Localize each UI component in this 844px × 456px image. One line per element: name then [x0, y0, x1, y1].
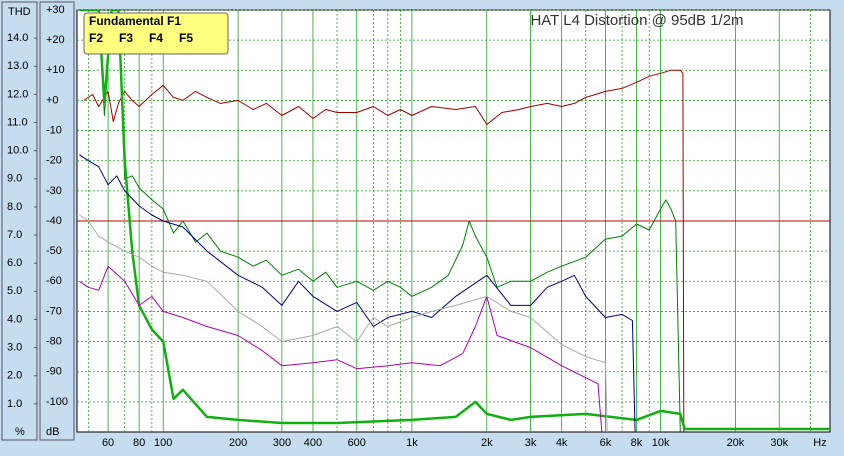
y2-tick-label: 12.0 [7, 88, 28, 100]
y2-tick-label: 4.0 [7, 313, 22, 325]
x-tick-label: 8k [631, 437, 643, 449]
y2-tick-label: 5.0 [7, 285, 22, 297]
y2-tick-label: 9.0 [7, 173, 22, 185]
y2-tick-label: 2.0 [7, 370, 22, 382]
y-axis-title: dB [46, 426, 59, 438]
chart-title: HAT L4 Distortion @ 95dB 1/2m [530, 12, 743, 29]
series-line [79, 154, 636, 432]
y-tick-label: -90 [46, 366, 62, 378]
x-tick-label: 4k [556, 437, 568, 449]
x-tick-label: 60 [102, 437, 114, 449]
y-tick-label: -70 [46, 305, 62, 317]
y-tick-label: -10 [46, 124, 62, 136]
x-unit: Hz [813, 437, 826, 449]
x-tick-label: 10k [652, 437, 670, 449]
x-tick-label: 3k [525, 437, 537, 449]
y2-axis-title: THD [8, 6, 31, 18]
series-line [79, 10, 681, 432]
y2-unit: % [15, 426, 25, 438]
db-axis-panel [39, 1, 75, 441]
x-tick-label: 100 [154, 437, 172, 449]
y-tick-label: -20 [46, 155, 62, 167]
x-tick-label: 2k [481, 437, 493, 449]
y-tick-label: +30 [46, 4, 65, 16]
y2-tick-label: 7.0 [7, 229, 22, 241]
y2-tick-label: 1.0 [7, 398, 22, 410]
y2-tick-label: 11.0 [7, 116, 28, 128]
series-line [83, 69, 685, 432]
y-tick-label: -30 [46, 185, 62, 197]
x-tick-label: 30k [770, 437, 788, 449]
y2-tick-label: 3.0 [7, 342, 22, 354]
x-tick-label: 600 [348, 437, 366, 449]
x-tick-label: 6k [600, 437, 612, 449]
y2-tick-label: 13.0 [7, 60, 28, 72]
legend-label: F3 [119, 31, 133, 45]
legend-label: F2 [89, 31, 103, 45]
y2-tick-label: 8.0 [7, 201, 22, 213]
y-tick-label: -40 [46, 215, 62, 227]
thd-axis-panel [1, 1, 38, 441]
y2-tick-label: 14.0 [7, 32, 28, 44]
legend-box [83, 12, 229, 55]
y2-tick-label: 10.0 [7, 145, 28, 157]
legend-label: F4 [149, 31, 163, 45]
y-tick-label: -50 [46, 245, 62, 257]
legend-label: F5 [179, 31, 193, 45]
x-tick-label: 400 [304, 437, 322, 449]
y-tick-label: -80 [46, 335, 62, 347]
y-tick-label: -100 [46, 396, 68, 408]
y-tick-label: +0 [46, 94, 59, 106]
series-line [79, 10, 830, 431]
y2-tick-label: 6.0 [7, 257, 22, 269]
x-tick-label: 1k [406, 437, 418, 449]
x-tick-label: 200 [229, 437, 247, 449]
x-tick-label: 80 [133, 437, 145, 449]
series-line [79, 265, 603, 432]
y-tick-label: +20 [46, 34, 65, 46]
series-line [79, 214, 608, 432]
legend-label: Fundamental F1 [89, 14, 181, 28]
y-tick-label: +10 [46, 64, 65, 76]
lines [79, 10, 830, 432]
x-tick-label: 300 [273, 437, 291, 449]
y-tick-label: -60 [46, 275, 62, 287]
x-tick-label: 20k [727, 437, 745, 449]
